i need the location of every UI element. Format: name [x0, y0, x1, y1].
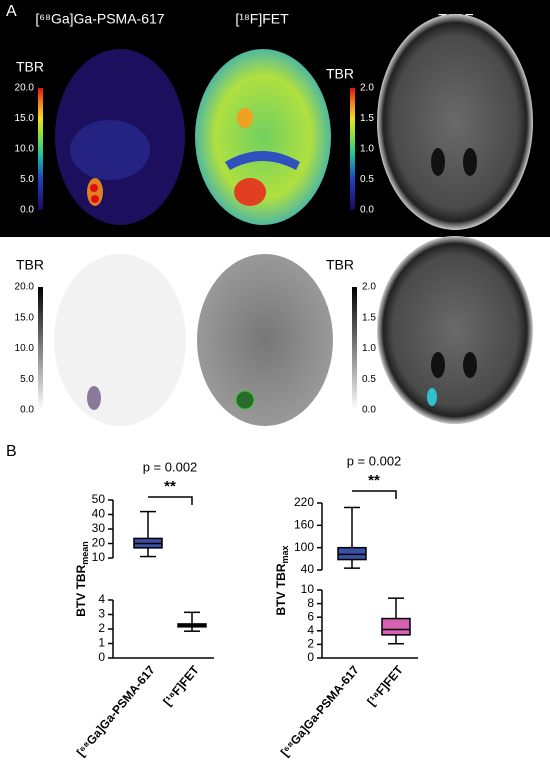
y-tick-label: 6 [307, 609, 314, 623]
y-tick-label: 10 [301, 582, 315, 596]
y-tick-label: 100 [294, 540, 314, 554]
colorbar-title: TBR [326, 66, 354, 82]
y-tick-label: 40 [92, 507, 106, 521]
colorbar-tick-label: 1.5 [360, 113, 374, 124]
colorbar-tick-label: 0.5 [360, 174, 374, 185]
y-axis-label: BTV TBRmax [274, 545, 290, 615]
colorbar-tick-label: 5.0 [20, 174, 34, 185]
y-axis-label-subscript: max [280, 545, 290, 563]
y-axis-label: BTV TBRmean [74, 541, 90, 617]
mri-overlay-image [377, 236, 533, 424]
colorbar [38, 88, 43, 210]
image-title: [⁶⁸Ga]Ga-PSMA-617 [35, 11, 164, 27]
y-tick-label: 160 [294, 518, 314, 532]
y-tick-label: 20 [92, 536, 106, 550]
x-tick-label: [¹⁸F]FET [160, 662, 202, 708]
x-tick-label: [¹⁸F]FET [364, 662, 406, 708]
colorbar-tick-label: 5.0 [20, 374, 34, 385]
mri-image [377, 14, 533, 230]
colorbar [38, 287, 43, 410]
colorbar-title: TBR [326, 257, 354, 273]
x-tick-label: [⁶⁸Ga]Ga-PSMA-617 [278, 663, 362, 759]
colorbar-tick-label: 10.0 [15, 144, 35, 155]
y-tick-label: 3 [98, 607, 105, 621]
image-title: [¹⁸F]FET [235, 11, 289, 27]
colorbar-tick-label: 20.0 [15, 282, 35, 293]
colorbar-tick-label: 2.0 [360, 83, 374, 94]
y-tick-label: 0 [98, 650, 105, 664]
significance-bracket [148, 496, 193, 505]
x-tick-label: [⁶⁸Ga]Ga-PSMA-617 [74, 663, 158, 759]
pet-fet-image [195, 49, 331, 225]
colorbar-title: TBR [16, 257, 44, 273]
colorbar-tick-label: 1.0 [360, 144, 374, 155]
colorbar [352, 287, 357, 410]
y-tick-label: 4 [307, 623, 314, 637]
y-tick-label: 4 [98, 592, 105, 606]
significance-stars: ** [164, 478, 176, 495]
y-tick-label: 2 [307, 637, 314, 651]
y-tick-label: 2 [98, 621, 105, 635]
colorbar-tick-label: 2.0 [362, 282, 376, 293]
y-tick-label: 1 [98, 636, 105, 650]
y-axis-label-main: BTV TBR [274, 563, 288, 615]
colorbar-tick-label: 0.0 [20, 205, 34, 216]
colorbar-tick-label: 0.0 [360, 205, 374, 216]
pet-psma-gray-image [54, 254, 186, 426]
colorbar-tick-label: 10.0 [15, 343, 35, 354]
y-tick-label: 40 [301, 562, 315, 576]
y-tick-label: 50 [92, 492, 106, 506]
colorbar-tick-label: 20.0 [15, 83, 35, 94]
colorbar-tick-label: 1.0 [362, 343, 376, 354]
y-tick-label: 8 [307, 596, 314, 610]
significance-stars: ** [368, 472, 380, 489]
y-axis-label-main: BTV TBR [74, 564, 88, 616]
p-value: p = 0.002 [143, 459, 198, 474]
colorbar-title: TBR [16, 59, 44, 75]
y-axis-label-subscript: mean [80, 541, 90, 565]
colorbar-tick-label: 15.0 [15, 113, 35, 124]
pet-fet-gray-image [197, 254, 333, 426]
y-tick-label: 0 [307, 650, 314, 664]
colorbar-tick-label: 0.5 [362, 374, 376, 385]
box [381, 617, 411, 636]
colorbar [350, 88, 355, 210]
y-tick-label: 10 [92, 550, 106, 564]
colorbar-tick-label: 15.0 [15, 312, 35, 323]
y-tick-label: 30 [92, 521, 106, 535]
panel-label: B [6, 443, 17, 460]
colorbar-tick-label: 0.0 [20, 405, 34, 416]
colorbar-tick-label: 0.0 [362, 405, 376, 416]
colorbar-tick-label: 1.5 [362, 312, 376, 323]
p-value: p = 0.002 [347, 453, 402, 468]
y-tick-label: 220 [294, 495, 314, 509]
panel-label: A [6, 3, 17, 20]
pet-psma-image [55, 49, 185, 225]
significance-bracket [352, 490, 397, 499]
